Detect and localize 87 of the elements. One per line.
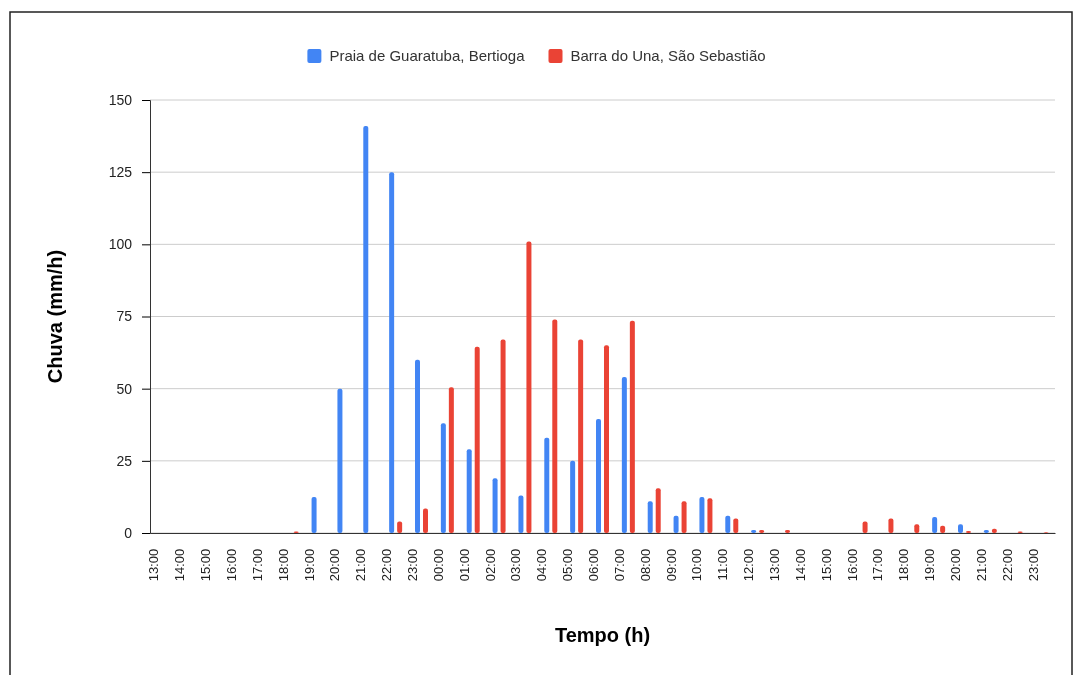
- bar: [725, 515, 731, 533]
- x-tick-label: 21:00: [353, 548, 369, 582]
- bar: [440, 423, 446, 533]
- x-tick-label: 08:00: [637, 548, 653, 582]
- bar: [526, 241, 532, 533]
- bar: [337, 388, 343, 533]
- x-axis-title: Tempo (h): [554, 624, 651, 646]
- bar: [423, 508, 428, 533]
- bar: [759, 530, 765, 533]
- x-tick-label: 18:00: [896, 548, 912, 582]
- x-tick-label: 03:00: [508, 548, 524, 582]
- x-tick-label: 23:00: [404, 548, 420, 582]
- x-tick-label: 19:00: [301, 548, 317, 582]
- bar: [707, 498, 713, 533]
- x-tick-label: 22:00: [379, 548, 395, 582]
- x-tick-label: 21:00: [973, 548, 989, 582]
- bar: [570, 460, 576, 533]
- x-tick-label: 11:00: [715, 548, 731, 581]
- x-tick-label: 10:00: [689, 548, 705, 582]
- y-tick-label: 100: [108, 236, 133, 253]
- bar: [448, 387, 454, 533]
- x-tick-label: 13:00: [146, 548, 162, 582]
- bar: [363, 125, 369, 533]
- x-tick-label: 13:00: [766, 548, 782, 582]
- bar: [655, 488, 661, 533]
- x-tick-label: 02:00: [482, 548, 498, 582]
- bar: [415, 359, 420, 533]
- y-tick-label: 25: [116, 452, 133, 469]
- bar: [552, 319, 558, 533]
- x-tick-label: 19:00: [922, 548, 938, 582]
- y-axis-title: Chuva (mm/h): [44, 249, 66, 384]
- x-tick-label: 16:00: [223, 548, 239, 582]
- bar: [983, 530, 989, 533]
- bar: [914, 524, 920, 533]
- bar: [699, 496, 705, 533]
- bar: [785, 530, 790, 533]
- bar: [681, 501, 687, 533]
- bar: [932, 517, 938, 533]
- x-tick-label: 07:00: [611, 548, 627, 582]
- bar: [500, 339, 506, 533]
- bar: [621, 377, 627, 533]
- bar: [578, 339, 584, 533]
- x-tick-label: 14:00: [792, 548, 808, 582]
- x-tick-label: 20:00: [327, 548, 343, 582]
- bar: [466, 449, 472, 533]
- bar: [647, 501, 653, 533]
- x-tick-label: 17:00: [870, 548, 886, 582]
- bar: [492, 478, 498, 533]
- x-tick-label: 04:00: [534, 548, 550, 582]
- x-tick-label: 01:00: [456, 548, 472, 582]
- x-tick-label: 20:00: [947, 548, 963, 582]
- y-tick-label: 50: [116, 380, 133, 397]
- bar: [862, 521, 868, 533]
- x-tick-label: 05:00: [560, 548, 576, 582]
- x-tick-label: 09:00: [663, 548, 679, 582]
- bar: [940, 525, 946, 533]
- y-tick-label: 125: [108, 164, 133, 181]
- x-tick-label: 15:00: [198, 548, 214, 582]
- bar: [397, 521, 403, 533]
- x-tick-label: 14:00: [172, 548, 188, 582]
- bar: [596, 418, 601, 533]
- bar: [888, 518, 894, 533]
- bar: [518, 495, 524, 533]
- bar: [544, 437, 550, 533]
- x-tick-label: 12:00: [741, 548, 757, 582]
- bar: [958, 524, 963, 533]
- x-tick-label: 16:00: [844, 548, 860, 582]
- x-tick-label: 18:00: [275, 548, 291, 582]
- y-tick-label: 75: [116, 308, 133, 325]
- legend-label: Praia de Guaratuba, Bertioga: [329, 47, 526, 64]
- bar: [751, 530, 757, 533]
- bar: [389, 172, 395, 533]
- y-tick-label: 150: [108, 91, 133, 108]
- x-tick-label: 00:00: [430, 548, 446, 582]
- bar: [474, 346, 480, 533]
- bar: [311, 496, 317, 533]
- bar: [604, 345, 609, 533]
- x-tick-label: 17:00: [249, 548, 265, 582]
- legend-label: Barra do Una, São Sebastião: [570, 47, 766, 64]
- x-tick-label: 22:00: [999, 548, 1015, 582]
- x-tick-label: 06:00: [585, 548, 601, 582]
- x-tick-label: 23:00: [1025, 548, 1041, 582]
- y-tick-label: 0: [124, 524, 133, 541]
- x-tick-label: 15:00: [818, 548, 834, 582]
- bar: [733, 518, 739, 533]
- bar: [673, 515, 679, 533]
- bar: [629, 320, 635, 533]
